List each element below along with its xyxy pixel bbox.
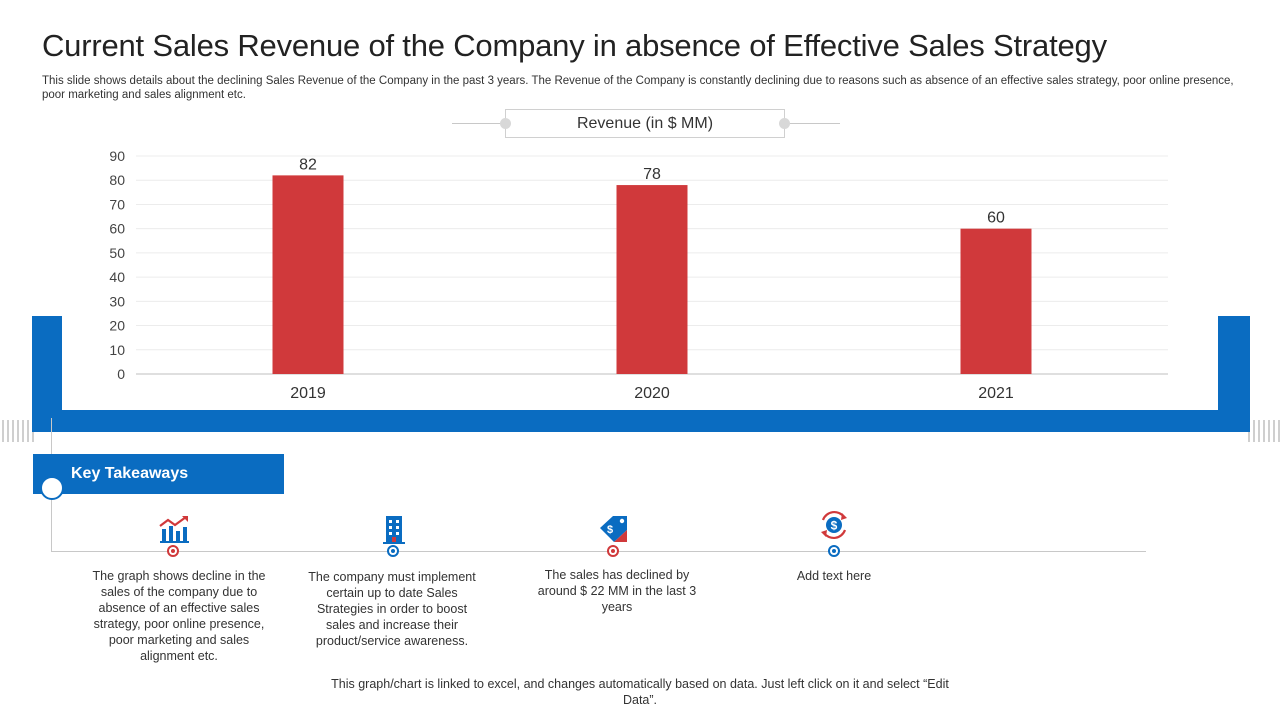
key-takeaways-marker [40, 476, 64, 500]
takeaway-marker-4 [828, 545, 840, 557]
y-tick-label: 20 [109, 318, 125, 334]
chart-bars: 82 78 60 [272, 156, 1032, 374]
takeaway-text-1: The graph shows decline in the sales of … [92, 569, 266, 663]
x-tick-label-2019: 2019 [290, 385, 326, 402]
y-tick-label: 10 [109, 342, 125, 358]
chart-y-axis: 0 10 20 30 40 50 60 70 80 90 [109, 148, 125, 382]
bar-2021[interactable] [960, 228, 1032, 374]
svg-text:$: $ [831, 519, 838, 533]
y-tick-label: 90 [109, 148, 125, 164]
x-tick-label-2020: 2020 [634, 385, 670, 402]
timeline-horizontal [51, 551, 1146, 552]
svg-text:$: $ [607, 524, 613, 536]
data-label-2019: 82 [299, 156, 317, 173]
x-tick-label-2021: 2021 [978, 385, 1014, 402]
y-tick-label: 80 [109, 172, 125, 188]
y-tick-label: 0 [117, 366, 125, 382]
legend-line-left [452, 123, 505, 124]
building-icon [383, 516, 405, 544]
price-tag-icon: $ [600, 516, 627, 542]
legend-dot-left [500, 118, 511, 129]
chart-footnote: This graph/chart is linked to excel, and… [331, 677, 949, 707]
y-tick-label: 60 [109, 221, 125, 237]
legend-line-right [785, 123, 840, 124]
page-subtitle: This slide shows details about the decli… [42, 75, 1234, 101]
y-tick-label: 40 [109, 269, 125, 285]
bar-2019[interactable] [272, 175, 344, 374]
bar-chart-icon [159, 516, 189, 543]
takeaway-text-3: The sales has declined by around $ 22 MM… [537, 568, 697, 614]
chart-x-axis: 2019 2020 2021 [290, 385, 1014, 402]
takeaway-marker-3 [607, 545, 619, 557]
takeaway-text-4: Add text here [796, 569, 872, 583]
data-label-2021: 60 [987, 210, 1005, 227]
legend-dot-right [779, 118, 790, 129]
hatch-decoration-right [1248, 420, 1280, 442]
dollar-refresh-icon: $ [821, 510, 847, 540]
y-tick-label: 50 [109, 245, 125, 261]
takeaway-text-2: The company must implement certain up to… [308, 570, 476, 648]
data-label-2020: 78 [643, 166, 661, 183]
chart-legend: Revenue (in $ MM) [505, 109, 785, 138]
hatch-decoration-left [2, 420, 34, 442]
takeaway-marker-2 [387, 545, 399, 557]
bar-2020[interactable] [616, 185, 688, 374]
y-tick-label: 30 [109, 293, 125, 309]
y-tick-label: 70 [109, 196, 125, 212]
key-takeaways-banner: Key Takeaways [33, 454, 284, 494]
takeaway-marker-1 [167, 545, 179, 557]
page-title: Current Sales Revenue of the Company in … [42, 28, 1107, 63]
